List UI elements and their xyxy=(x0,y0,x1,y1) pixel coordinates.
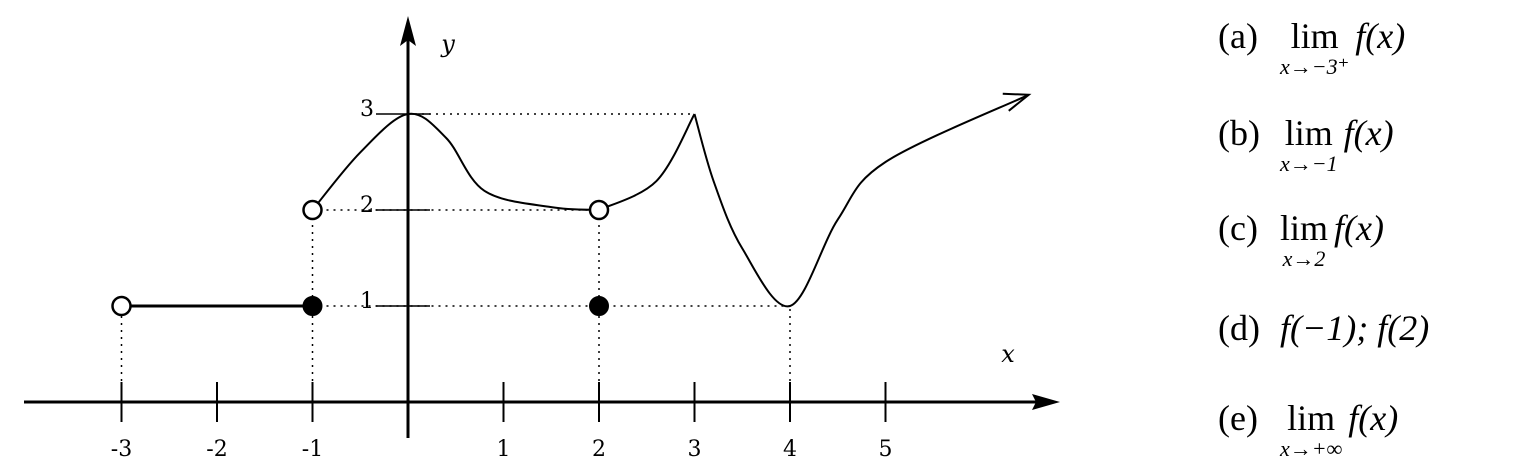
question-tag: (a) xyxy=(1218,16,1258,56)
x-axis-label: x xyxy=(1001,340,1015,368)
function-curve xyxy=(598,113,696,211)
limit-subscript: x→2 xyxy=(1282,246,1326,271)
x-tick-label: 1 xyxy=(497,437,511,462)
function-curve xyxy=(311,112,600,211)
question-expression: f(−1); f(2) xyxy=(1280,308,1430,348)
question-tag: (c) xyxy=(1218,208,1258,248)
lim-word: lim xyxy=(1290,16,1339,56)
limit-operator: lim x→2 xyxy=(1280,210,1328,270)
closed-point xyxy=(589,296,609,316)
question-item: (c) lim x→2 f(x) xyxy=(1218,210,1384,270)
question-tag: (e) xyxy=(1218,398,1258,438)
y-tick-label: 3 xyxy=(360,97,374,122)
question-item: (a) lim x→−3⁺ f(x) xyxy=(1218,18,1405,78)
limit-operator: lim x→+∞ xyxy=(1280,400,1342,460)
question-expression: f(x) xyxy=(1355,16,1406,56)
lim-word: lim xyxy=(1284,113,1333,153)
limit-subscript: x→+∞ xyxy=(1280,436,1343,461)
y-tick-label: 1 xyxy=(360,289,374,314)
y-axis-label: y xyxy=(440,30,455,58)
question-item: (b) lim x→−1 f(x) xyxy=(1218,115,1394,175)
open-point xyxy=(588,199,610,221)
x-tick-label: 3 xyxy=(688,437,702,462)
curve-end-arrow xyxy=(1002,92,1032,112)
question-tag: (b) xyxy=(1218,113,1260,153)
question-list: (a) lim x→−3⁺ f(x) (b) lim x→−1 f(x) (c) lim x→2 f(… xyxy=(1218,0,1518,468)
lim-word: lim xyxy=(1280,208,1329,248)
function-curve xyxy=(693,93,1030,308)
x-tick-label: -3 xyxy=(111,437,132,462)
question-item: (e) lim x→+∞ f(x) xyxy=(1218,400,1398,460)
open-point xyxy=(302,199,323,221)
x-tick-label: 4 xyxy=(783,437,797,462)
question-expression: f(x) xyxy=(1348,398,1399,438)
y-axis-arrow xyxy=(400,16,416,46)
x-tick-label: 2 xyxy=(592,437,606,462)
y-tick-label: 2 xyxy=(360,193,374,218)
question-item: (d) f(−1); f(2) xyxy=(1218,310,1429,346)
question-tag: (d) xyxy=(1218,308,1260,348)
limit-operator: lim x→−1 xyxy=(1280,115,1338,175)
limit-subscript: x→−3⁺ xyxy=(1280,54,1350,79)
limit-subscript: x→−1 xyxy=(1280,151,1338,176)
function-graph: -3 -2 -1 1 2 3 4 5 1 2 3 x y xyxy=(24,16,1060,462)
x-tick-label: 5 xyxy=(879,437,893,462)
x-tick-label: -2 xyxy=(206,437,227,462)
open-point xyxy=(111,295,132,317)
x-axis-arrow xyxy=(1032,394,1060,410)
closed-point xyxy=(302,296,323,316)
lim-word: lim xyxy=(1287,398,1336,438)
x-tick-label: -1 xyxy=(302,437,323,462)
limit-operator: lim x→−3⁺ xyxy=(1280,18,1349,78)
question-expression: f(x) xyxy=(1334,208,1384,248)
question-expression: f(x) xyxy=(1343,113,1394,153)
